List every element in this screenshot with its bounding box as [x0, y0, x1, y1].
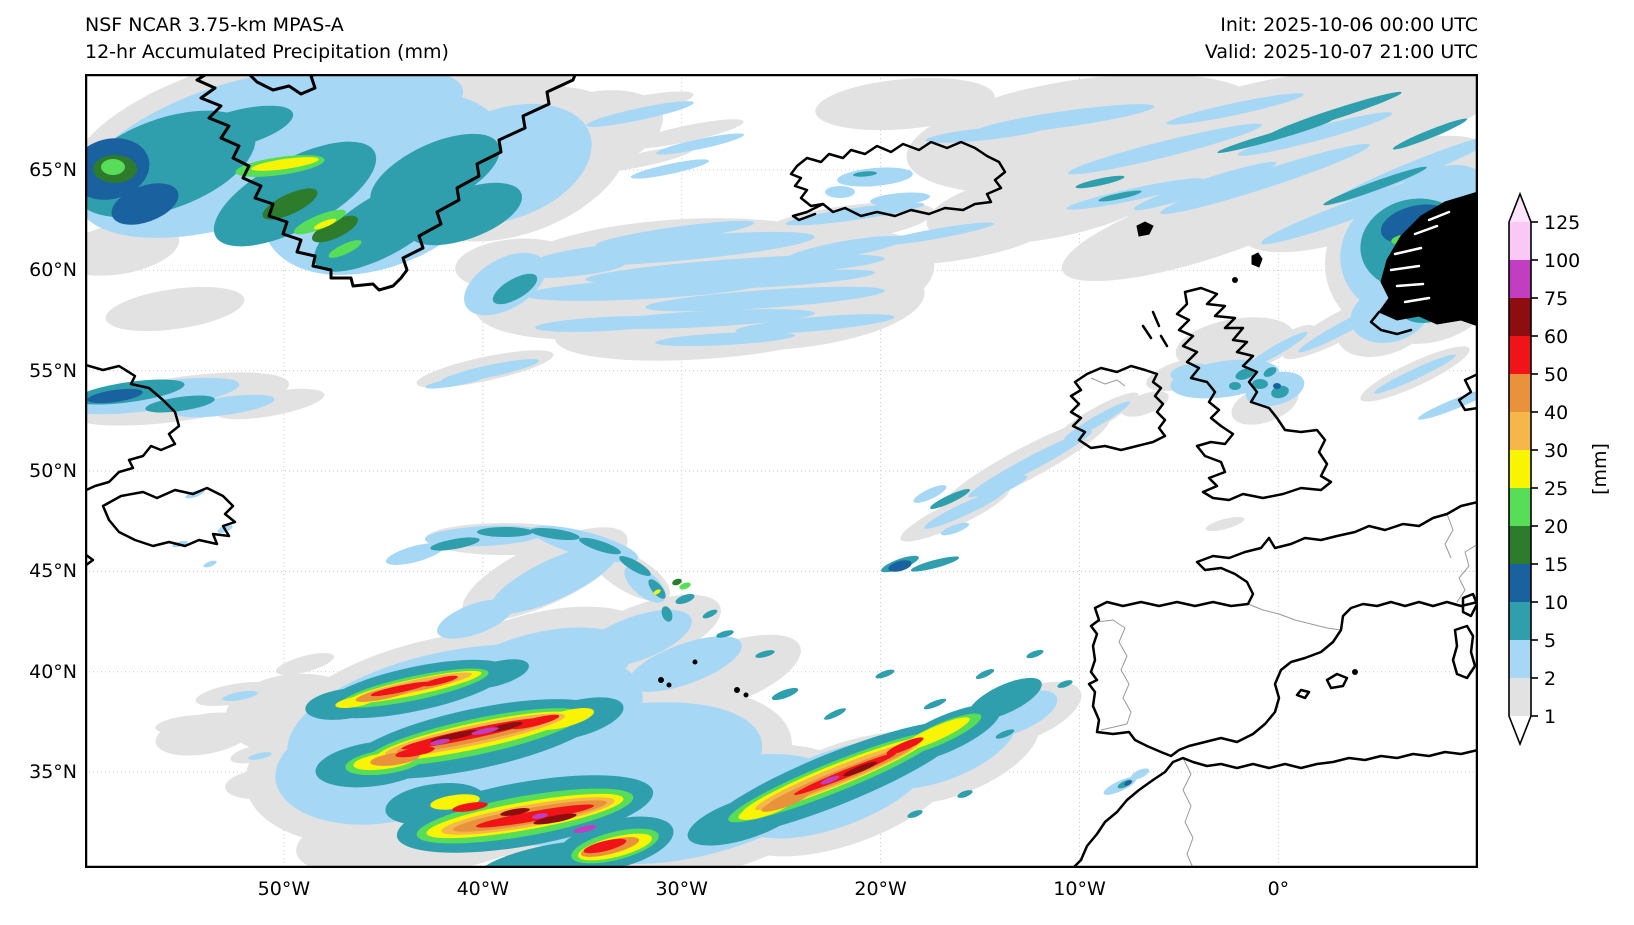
corsica-island	[1461, 592, 1478, 618]
colorbar-tick-label: 2	[1544, 668, 1556, 690]
lat-tick-label: 50°N	[29, 460, 77, 483]
init-time: Init: 2025-10-06 00:00 UTC	[1220, 14, 1478, 36]
azores-islands	[658, 659, 749, 698]
colorbar-tick-label: 15	[1544, 554, 1568, 576]
lat-tick-label: 35°N	[29, 761, 77, 784]
ireland-coastline	[1069, 364, 1167, 452]
colorbar-tick-label: 60	[1544, 326, 1568, 348]
map-plot-area	[85, 74, 1478, 868]
lat-tick-label: 55°N	[29, 359, 77, 382]
lat-tick-label: 60°N	[29, 259, 77, 282]
colorbar-tick-label: 1	[1544, 706, 1556, 728]
colorbar-tick-label: 20	[1544, 516, 1568, 538]
lat-tick-label: 40°N	[29, 660, 77, 683]
north-africa-coastline	[1071, 748, 1478, 868]
colorbar-tick-label: 30	[1544, 440, 1568, 462]
shetland-islands	[1251, 252, 1263, 268]
colorbar-tick-label: 10	[1544, 592, 1568, 614]
newfoundland-coastline	[101, 486, 237, 548]
greenland-north-inlet	[246, 74, 319, 96]
colorbar-tick-label: 40	[1544, 402, 1568, 424]
denmark-coast	[1457, 372, 1478, 412]
colorbar-tick-label: 50	[1544, 364, 1568, 386]
hebrides-islands	[1141, 310, 1169, 348]
great-britain-coastline	[1175, 286, 1333, 502]
precipitation-field	[85, 74, 1478, 868]
lon-tick-label: 40°W	[456, 878, 510, 900]
colorbar-tick-label: 5	[1544, 630, 1556, 652]
norway-coastline	[1378, 191, 1478, 327]
lon-tick-label: 30°W	[655, 878, 708, 900]
time-block: Init: 2025-10-06 00:00 UTC Valid: 2025-1…	[1205, 12, 1478, 66]
labrador-coastline	[85, 363, 181, 492]
coastlines	[85, 74, 1478, 868]
colorbar-tick-label: 100	[1544, 250, 1580, 272]
map-canvas	[85, 74, 1478, 868]
lon-tick-label: 0°	[1267, 878, 1290, 900]
colorbar-tick-label: 25	[1544, 478, 1568, 500]
faroe-islands	[1136, 221, 1154, 237]
europe-coastline	[1087, 500, 1478, 758]
ibiza-island	[1295, 688, 1311, 700]
south-norway-coast	[1369, 310, 1413, 336]
sardinia-island	[1451, 624, 1477, 680]
plot-frame	[85, 74, 1478, 868]
reykjanes-peninsula	[791, 202, 825, 222]
lat-tick-label: 65°N	[29, 159, 77, 181]
lon-tick-label: 20°W	[854, 878, 907, 900]
menorca-island	[1352, 669, 1358, 675]
lon-tick-label: 10°W	[1053, 878, 1106, 900]
iceland-coastline	[789, 140, 1007, 218]
greenland-coastline	[195, 74, 578, 292]
product-title: 12-hr Accumulated Precipitation (mm)	[85, 41, 449, 63]
valid-time: Valid: 2025-10-07 21:00 UTC	[1204, 41, 1478, 63]
colorbar-tick-label: 125	[1544, 212, 1580, 234]
norway-fjords	[1389, 210, 1451, 304]
model-title: NSF NCAR 3.75-km MPAS-A	[85, 14, 344, 36]
country-borders	[1090, 377, 1478, 868]
mallorca-island	[1325, 672, 1349, 690]
colorbar-tick-label: 75	[1544, 288, 1568, 310]
colorbar-units-label: [mm]	[1589, 443, 1611, 495]
lat-tick-label: 45°N	[29, 560, 77, 583]
lon-tick-label: 50°W	[257, 878, 311, 900]
title-block: NSF NCAR 3.75-km MPAS-A 12-hr Accumulate…	[85, 12, 449, 66]
orkney-islands	[1232, 277, 1238, 283]
